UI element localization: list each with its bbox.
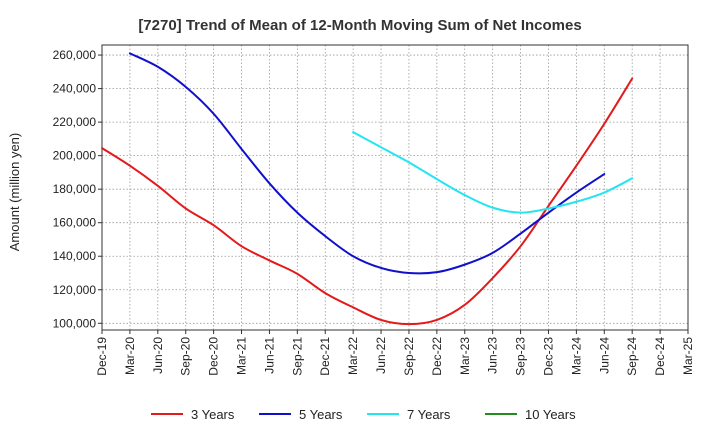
x-tick-label: Sep-22 bbox=[402, 337, 416, 376]
chart-title: [7270] Trend of Mean of 12-Month Moving … bbox=[138, 17, 581, 34]
y-tick-label: 140,000 bbox=[53, 249, 97, 263]
x-tick-label: Mar-21 bbox=[235, 337, 249, 375]
plot-area: 100,000 120,000 140,000 160,000 180,000 200,0… bbox=[53, 44, 695, 376]
x-tick-label: Dec-21 bbox=[318, 337, 332, 376]
x-tick-label: Sep-24 bbox=[625, 337, 639, 376]
y-tick-label: 240,000 bbox=[53, 82, 97, 96]
legend-label: 10 Years bbox=[525, 407, 576, 422]
legend-item-7-years: 7 Years bbox=[367, 407, 451, 422]
series-line-5-years bbox=[128, 52, 606, 275]
x-tick-label: Jun-23 bbox=[486, 337, 500, 374]
x-tick-label: Jun-24 bbox=[597, 337, 611, 374]
series-line-7-years bbox=[352, 131, 634, 214]
legend-label: 7 Years bbox=[407, 407, 451, 422]
x-tick-label: Dec-19 bbox=[95, 337, 109, 376]
legend-item-10-years: 10 Years bbox=[485, 407, 576, 422]
legend-label: 5 Years bbox=[299, 407, 343, 422]
y-tick-label: 120,000 bbox=[53, 283, 97, 297]
x-tick-label: Mar-20 bbox=[123, 337, 137, 375]
x-tick-label: Mar-25 bbox=[681, 337, 695, 375]
x-tick-label: Dec-23 bbox=[541, 337, 555, 376]
x-tick-label: Mar-23 bbox=[458, 337, 472, 375]
legend-item-5-years: 5 Years bbox=[259, 407, 343, 422]
plot-frame bbox=[101, 44, 689, 331]
x-tick-label: Sep-21 bbox=[290, 337, 304, 376]
y-axis-label: Amount (million yen) bbox=[7, 133, 22, 252]
x-tick-label: Dec-20 bbox=[207, 337, 221, 376]
x-tick-label: Sep-23 bbox=[514, 337, 528, 376]
legend-label: 3 Years bbox=[191, 407, 235, 422]
plot-background bbox=[102, 45, 688, 330]
x-tick-label: Mar-24 bbox=[569, 337, 583, 375]
x-tick-label: Dec-24 bbox=[653, 337, 667, 376]
y-tick-label: 180,000 bbox=[53, 182, 97, 196]
y-tick-label: 200,000 bbox=[53, 149, 97, 163]
y-tick-label: 220,000 bbox=[53, 115, 97, 129]
x-tick-label: Jun-22 bbox=[374, 337, 388, 374]
x-tick-label: Jun-21 bbox=[262, 337, 276, 374]
x-tick-label: Jun-20 bbox=[151, 337, 165, 374]
x-tick-label: Sep-20 bbox=[179, 337, 193, 376]
y-tick-label: 260,000 bbox=[53, 48, 97, 62]
x-tick-label: Dec-22 bbox=[430, 337, 444, 376]
y-tick-label: 160,000 bbox=[53, 216, 97, 230]
legend: 3 Years 5 Years 7 Years 10 Years bbox=[151, 407, 576, 422]
y-tick-label: 100,000 bbox=[53, 316, 97, 330]
x-tick-label: Mar-22 bbox=[346, 337, 360, 375]
legend-item-3-years: 3 Years bbox=[151, 407, 235, 422]
